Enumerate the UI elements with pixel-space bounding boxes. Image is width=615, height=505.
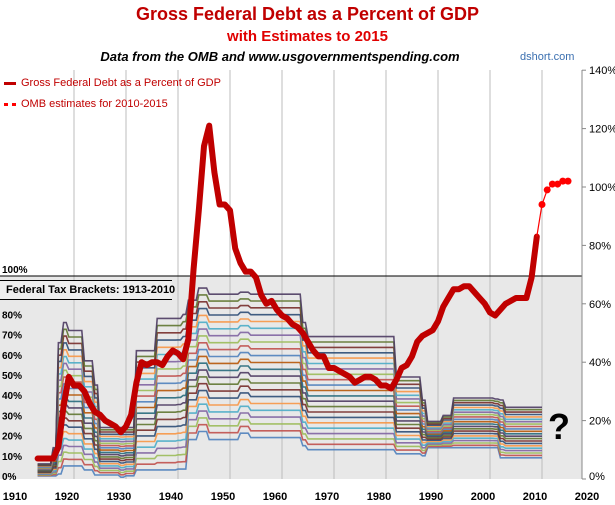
left-tick-label: 80% [2, 310, 22, 321]
legend-swatch-dotted [4, 102, 16, 106]
tax-bracket-line [37, 369, 542, 472]
tax-bracket-line [37, 382, 542, 473]
tax-bracket-line [37, 362, 542, 472]
legend-estimates: OMB estimates for 2010-2015 [4, 97, 168, 111]
tax-bracket-line [37, 396, 542, 474]
tax-bracket-line [37, 341, 542, 470]
tax-bracket-line [37, 348, 542, 470]
inset-label: Federal Tax Brackets: 1913-2010 [0, 280, 175, 300]
legend-swatch-solid [4, 81, 16, 85]
tax-bracket-line [37, 376, 542, 473]
tax-bracket-line [37, 410, 542, 476]
tax-bracket-line [37, 335, 542, 469]
left-tick-label: 100% [2, 265, 28, 276]
right-tick-label: 40% [589, 357, 611, 369]
tax-bracket-line [37, 389, 542, 474]
credit: dshort.com [520, 51, 575, 63]
chart-title: Gross Federal Debt as a Percent of GDP [135, 4, 480, 24]
tax-bracket-line [37, 321, 542, 468]
right-tick-label: 140% [589, 65, 615, 77]
left-tick-label: 10% [2, 452, 22, 463]
x-tick-label: 1930 [107, 491, 131, 503]
right-tick-label: 120% [589, 124, 615, 136]
tax-bracket-line [37, 403, 542, 475]
estimate-point [559, 177, 567, 185]
debt-line [34, 122, 540, 462]
x-tick-label: 1920 [55, 491, 79, 503]
left-tick-label: 40% [2, 391, 22, 402]
left-tick-label: 30% [2, 411, 22, 422]
estimate-point [543, 186, 551, 194]
data-source: Data from the OMB and www.usgovernmentsp… [100, 49, 460, 64]
x-tick-label: 2000 [471, 491, 495, 503]
x-tick-label: 1990 [419, 491, 443, 503]
left-tick-label: 50% [2, 371, 22, 382]
x-tick-label: 1910 [3, 491, 27, 503]
left-tick-label: 20% [2, 432, 22, 443]
estimates-line [536, 180, 568, 237]
tax-bracket-line [37, 417, 542, 476]
right-tick-label: 0% [589, 471, 605, 483]
right-tick-label: 100% [589, 182, 615, 194]
estimate-point [548, 180, 556, 188]
tax-bracket-line [37, 328, 542, 469]
left-tick-label: 60% [2, 351, 22, 362]
x-tick-label: 1940 [159, 491, 183, 503]
question-annotation: ? [548, 406, 570, 447]
x-tick-label: 1970 [315, 491, 339, 503]
x-tick-label: 1960 [263, 491, 287, 503]
estimate-point [554, 180, 562, 188]
right-tick-label: 20% [589, 416, 611, 428]
legend-label: Gross Federal Debt as a Percent of GDP [21, 77, 221, 89]
tax-bracket-line [37, 430, 542, 479]
estimate-point [538, 201, 546, 209]
chart-subtitle: with Estimates to 2015 [227, 28, 388, 45]
x-tick-label: 2020 [575, 491, 599, 503]
tax-bracket-line [37, 355, 542, 471]
right-tick-label: 60% [589, 299, 611, 311]
tax-bracket-line [37, 423, 542, 477]
right-tick-label: 80% [589, 240, 611, 252]
legend-debt: Gross Federal Debt as a Percent of GDP [4, 76, 221, 90]
estimate-point [564, 177, 572, 185]
legend-label: OMB estimates for 2010-2015 [21, 98, 168, 110]
left-tick-label: 70% [2, 331, 22, 342]
x-tick-label: 1950 [211, 491, 235, 503]
x-tick-label: 1980 [367, 491, 391, 503]
x-tick-label: 2010 [523, 491, 547, 503]
left-tick-label: 0% [2, 472, 17, 483]
